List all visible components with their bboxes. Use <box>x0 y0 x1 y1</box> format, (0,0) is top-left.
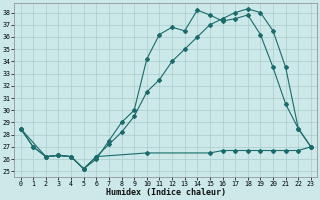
X-axis label: Humidex (Indice chaleur): Humidex (Indice chaleur) <box>106 188 226 197</box>
